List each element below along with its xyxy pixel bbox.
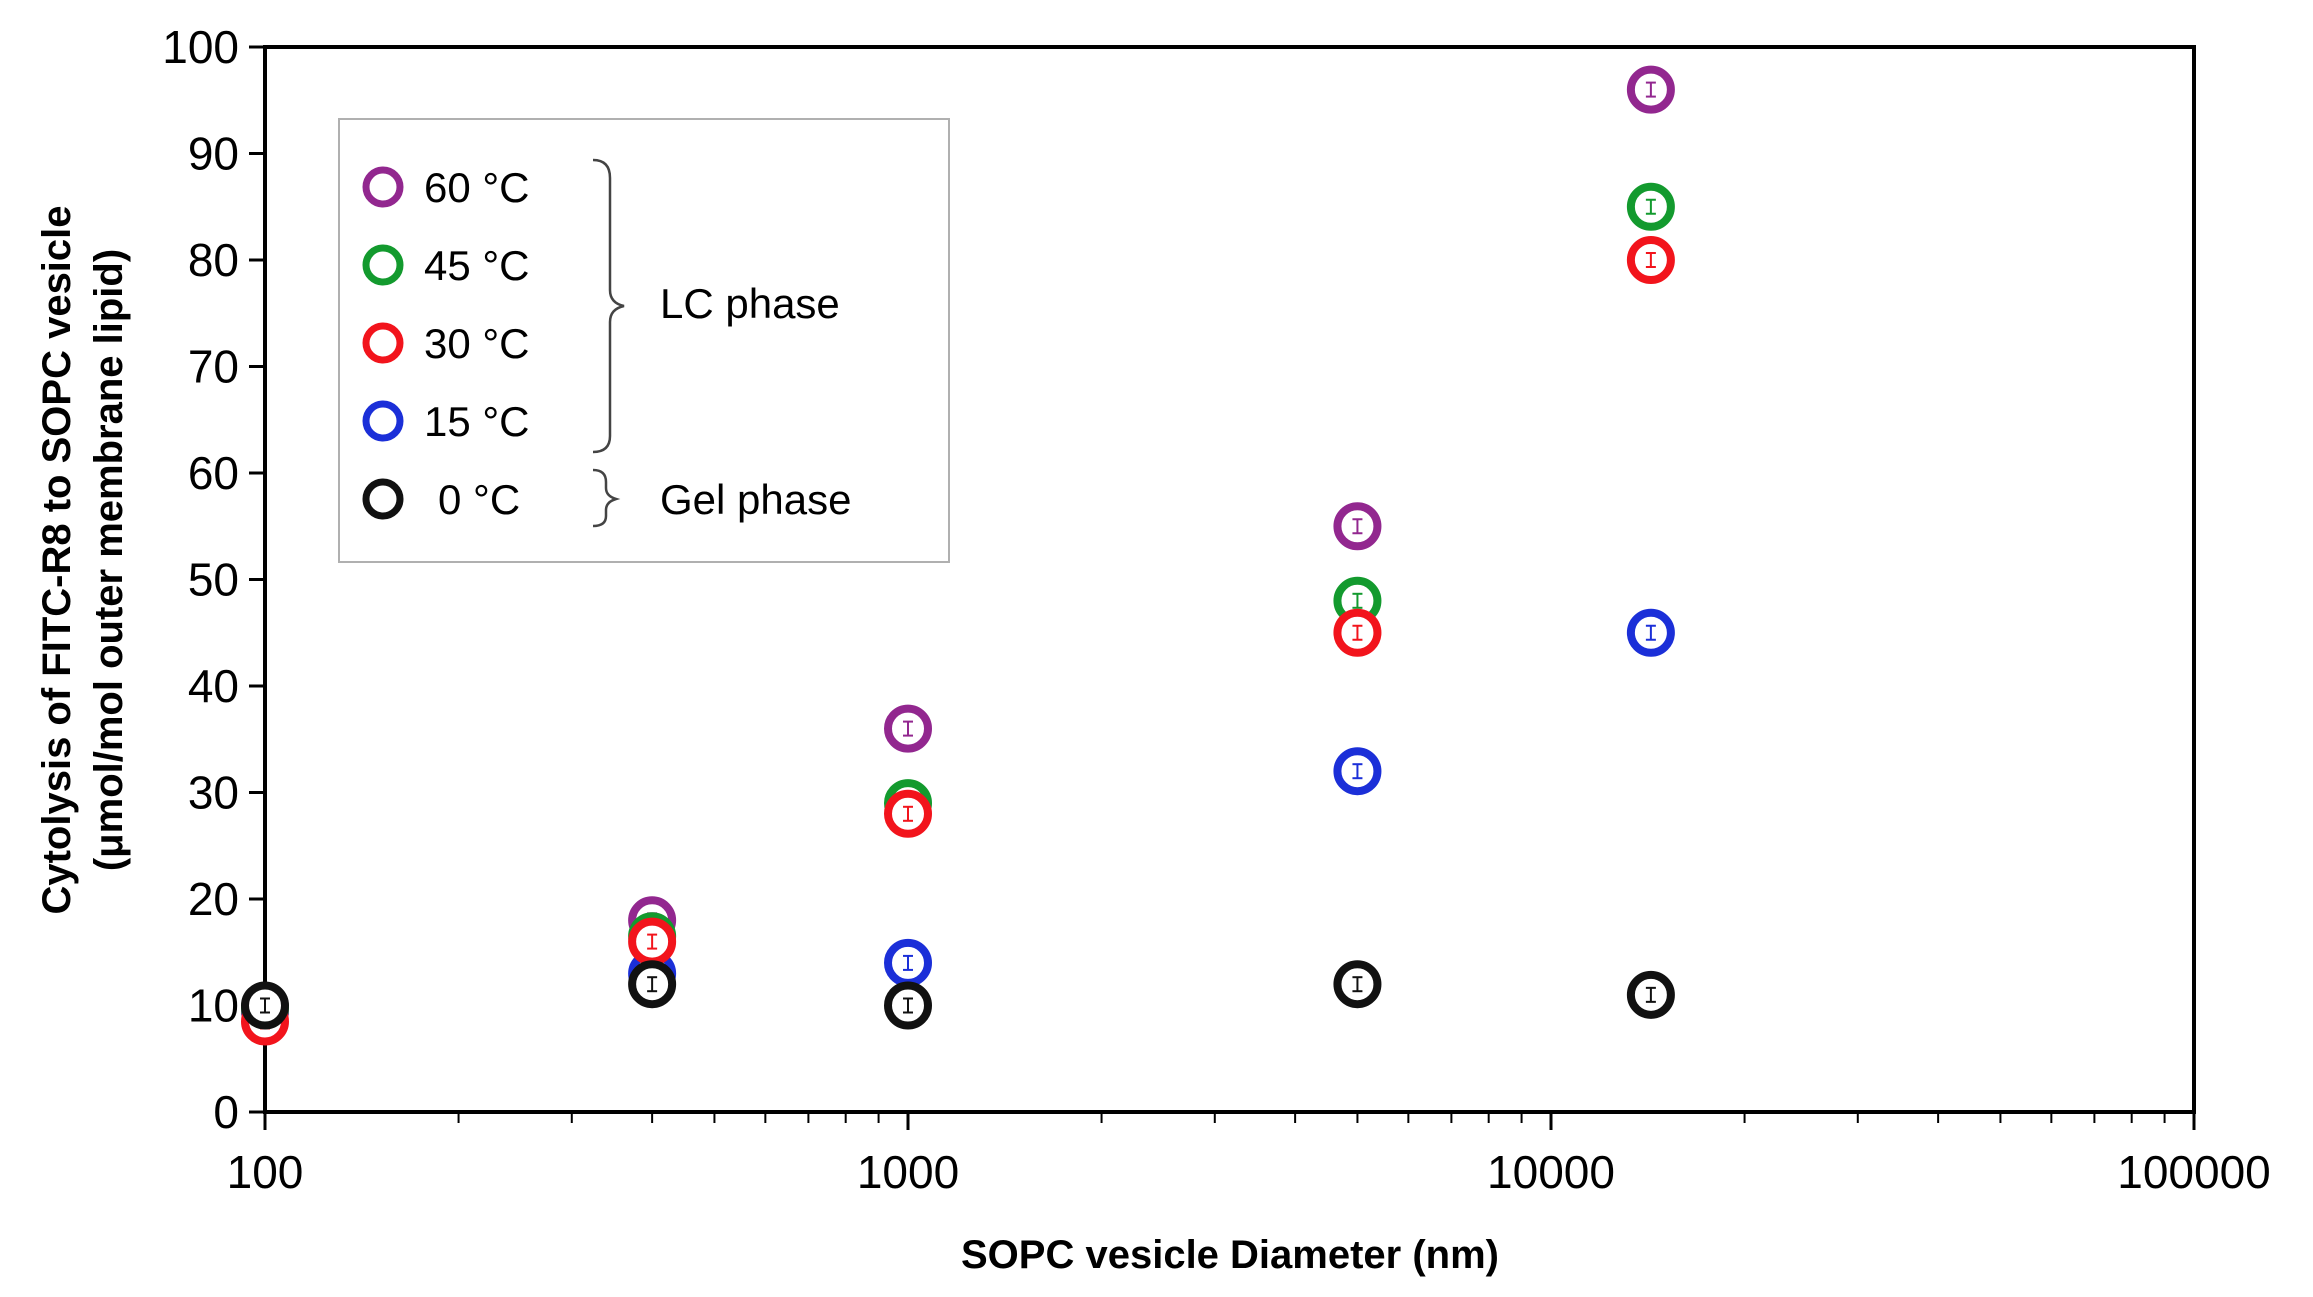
x-axis-title: SOPC vesicle Diameter (nm)	[961, 1233, 1499, 1277]
legend-label: 30 °C	[424, 320, 530, 367]
gel-phase-label: Gel phase	[660, 476, 851, 523]
x-tick-label: 100000	[2117, 1146, 2271, 1198]
y-tick-label: 50	[188, 554, 239, 606]
lc-phase-label: LC phase	[660, 280, 840, 327]
y-tick-label: 20	[188, 873, 239, 925]
data-point	[884, 938, 932, 987]
legend-marker	[362, 166, 404, 208]
legend-marker	[362, 478, 404, 520]
data-point	[1333, 960, 1382, 1009]
legend-marker	[362, 244, 404, 286]
y-axis-title-line1: Cytolysis of FITC-R8 to SOPC vesicle	[35, 205, 79, 914]
data-point	[884, 704, 932, 753]
data-points	[241, 65, 1675, 1046]
legend-label: 15 °C	[424, 398, 530, 445]
y-tick-label: 0	[213, 1086, 239, 1138]
data-point	[1626, 236, 1675, 284]
axis-ticks	[249, 45, 2196, 1130]
legend-label: 45 °C	[424, 242, 530, 289]
y-axis-title-line2: (μmol/mol outer membrane lipid)	[87, 249, 131, 871]
y-tick-label: 10	[188, 980, 239, 1032]
data-point	[1333, 576, 1382, 625]
x-tick-label: 1000	[857, 1146, 959, 1198]
y-tick-label: 80	[188, 234, 239, 286]
data-point	[241, 981, 289, 1030]
data-point	[1626, 970, 1675, 1019]
data-point	[1626, 182, 1675, 231]
gel-phase-brace	[592, 468, 621, 528]
tick-labels: 0 10 20 30 40 50 60 70 80 90 100 100 1000 10000 100000	[162, 21, 2271, 1198]
legend-box	[338, 118, 950, 563]
data-point	[1626, 608, 1675, 657]
data-point	[1333, 502, 1382, 551]
data-point	[1333, 608, 1382, 657]
legend-marker	[362, 322, 404, 364]
legend: 60 °C 45 °C 30 °C 15 °C 0 °C LC phase Gel ph…	[338, 118, 950, 563]
legend-marker	[362, 400, 404, 442]
legend-label: 60 °C	[424, 164, 530, 211]
y-tick-label: 30	[188, 767, 239, 819]
y-tick-label: 100	[162, 21, 239, 73]
y-tick-label: 40	[188, 660, 239, 712]
x-tick-label: 100	[227, 1146, 304, 1198]
data-point	[628, 917, 677, 966]
data-point	[1626, 65, 1675, 114]
y-tick-label: 70	[188, 341, 239, 393]
data-point	[884, 789, 932, 838]
data-point	[884, 981, 932, 1030]
x-tick-label: 10000	[1487, 1146, 1615, 1198]
y-tick-label: 60	[188, 447, 239, 499]
legend-label: 0 °C	[438, 476, 520, 523]
y-tick-label: 90	[188, 128, 239, 180]
lc-phase-brace	[592, 158, 625, 454]
data-point	[1333, 747, 1382, 796]
data-point	[628, 960, 677, 1009]
